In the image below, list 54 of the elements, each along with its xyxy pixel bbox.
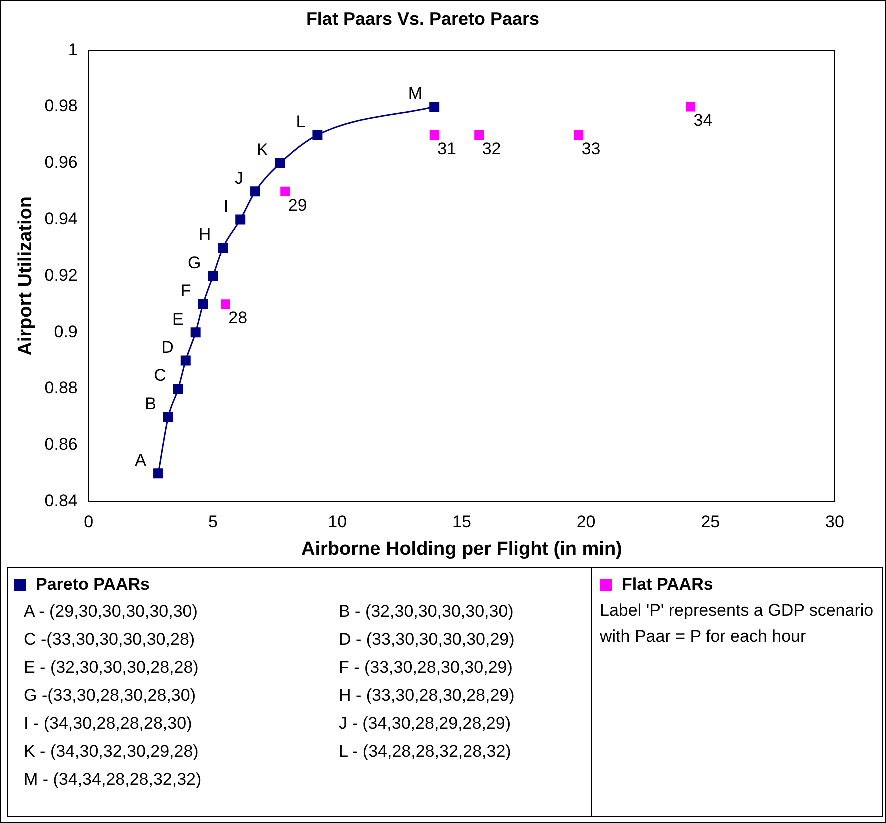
legend-label: Flat PAARs [622,574,714,596]
text: K - (34,30,32,30,29,28) [24,741,200,763]
annotation: K [257,140,270,160]
annotation: B [145,394,156,414]
x-tick-label: 15 [452,512,472,532]
text: B - (32,30,30,30,30,30) [339,601,515,623]
annotation: 29 [288,196,308,215]
annotation: 32 [482,139,502,158]
text: A - (29,30,30,30,30,30) [24,601,199,623]
y-tick-label: 0.86 [44,435,78,454]
y-tick-label: 0.92 [44,266,78,285]
annotation: A [135,450,148,470]
annotation: J [235,168,244,188]
annotation: G [188,253,202,272]
text: J - (34,30,28,29,28,29) [339,713,512,735]
x-tick-label: 5 [208,512,218,532]
x-axis-title: Airborne Holding per Flight (in min) [302,538,622,560]
annotation: I [224,196,229,216]
annotation: 31 [438,139,457,158]
y-axis-title: Airport Utilization [16,196,37,356]
text: C -(33,30,30,30,30,28) [24,629,196,651]
annotation: H [198,225,212,244]
y-tick-label: 0.84 [44,491,78,510]
x-tick-label: 10 [328,512,348,532]
text: Label 'P' represents a GDP scenario with Paar = P for each hour [600,600,874,648]
y-tick-label: 0.94 [44,209,78,228]
x-tick-label: 20 [576,512,596,532]
y-tick-label: 0.88 [44,378,78,398]
annotation: 28 [228,308,248,328]
text: G -(33,30,28,30,28,30) [24,685,198,707]
x-tick-label: 0 [84,512,94,532]
annotation: E [172,310,184,329]
text: L - (34,28,28,32,28,32) [339,741,512,763]
y-tick-label: 0.96 [44,153,78,172]
annotation: F [180,282,192,301]
x-tick-label: 25 [701,512,720,532]
x-tick-label: 30 [826,512,844,532]
text: I - (34,30,28,28,28,30) [24,713,194,735]
chart-title: Flat Paars Vs. Pareto Paars [306,8,540,29]
y-tick-label: 1 [68,40,78,60]
annotation: 34 [694,111,713,130]
text: F - (33,30,28,30,30,29) [339,657,514,679]
annotation: M [408,84,423,104]
annotation: L [296,112,306,132]
text: E - (32,30,30,30,28,28) [24,657,200,679]
legend-label: Pareto PAARs [36,575,150,595]
annotation: 33 [582,139,601,158]
text: H - (33,30,28,30,28,29) [339,685,516,707]
text: M - (34,34,28,28,32,32) [24,769,203,791]
text: D - (33,30,30,30,30,29) [339,629,516,651]
y-tick-label: 0.98 [44,96,78,116]
annotation: D [162,338,174,357]
y-tick-label: 0.9 [54,322,78,342]
annotation: C [154,366,166,386]
